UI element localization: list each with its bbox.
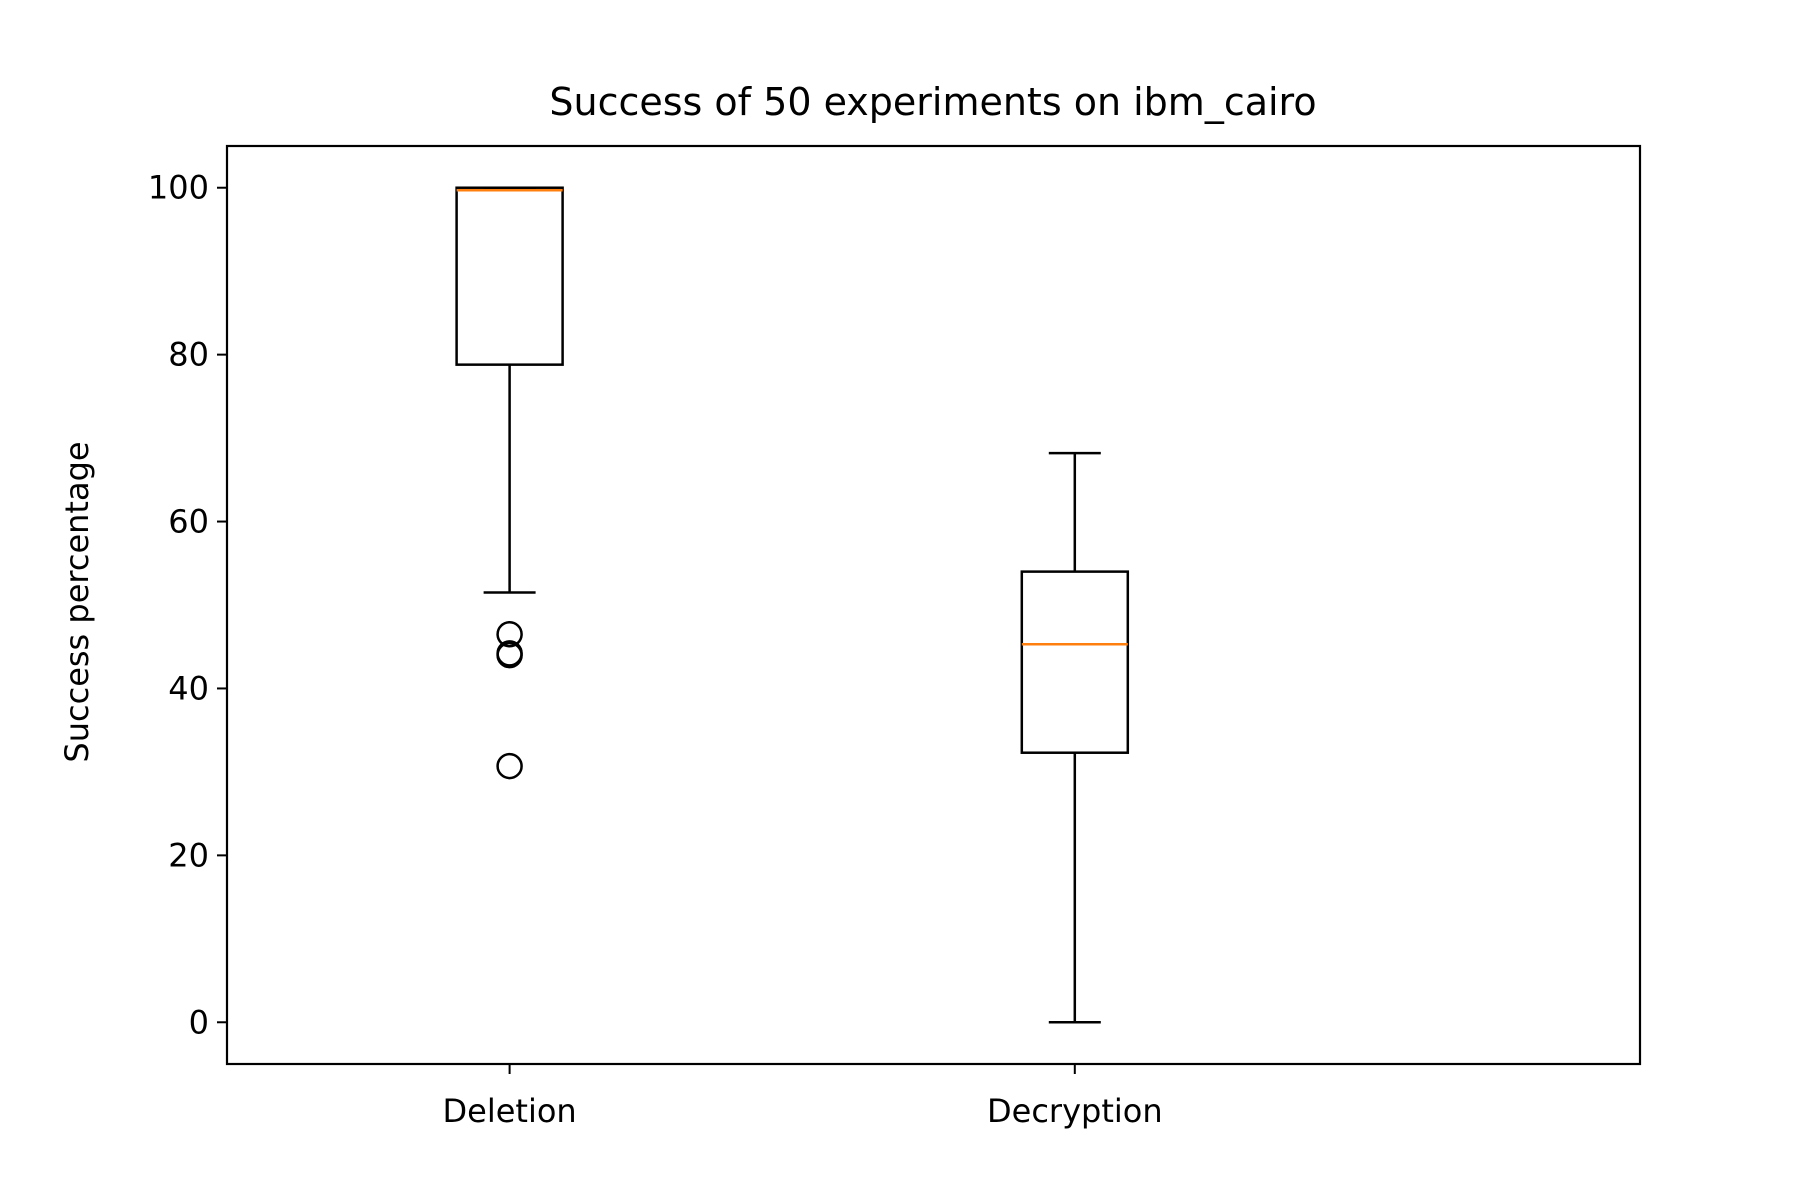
box-group-decryption	[1020, 451, 1130, 1024]
y-tick-label: 60	[168, 503, 209, 541]
outlier-point	[496, 620, 523, 648]
chart-title: Success of 50 experiments on ibm_cairo	[549, 80, 1316, 124]
box-iqr	[455, 186, 564, 366]
x-tick-label-decryption: Decryption	[987, 1092, 1163, 1130]
x-axis: Deletion Decryption	[442, 1064, 1163, 1130]
x-tick-label-deletion: Deletion	[442, 1092, 576, 1130]
y-tick-label: 40	[168, 669, 209, 707]
y-axis: 0 20 40 60 80 100	[148, 169, 227, 1041]
plot-area-frame	[225, 144, 1642, 1066]
y-tick-label: 80	[168, 336, 209, 374]
boxes-layer	[455, 186, 1130, 1024]
y-tick-label: 100	[148, 169, 209, 207]
outlier-point	[496, 641, 523, 669]
y-tick-label: 0	[189, 1003, 209, 1041]
y-axis-label: Success percentage	[58, 441, 96, 762]
y-tick-label: 20	[168, 836, 209, 874]
box-group-deletion	[455, 186, 564, 780]
box-iqr	[1020, 570, 1130, 754]
outlier-point	[496, 752, 523, 780]
